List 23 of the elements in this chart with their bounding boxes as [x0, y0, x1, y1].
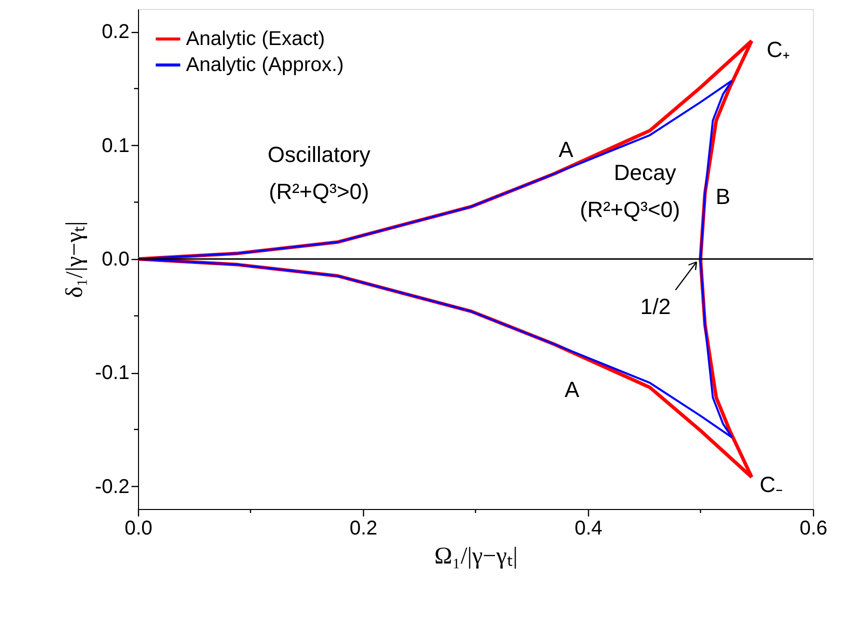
annotation: A	[558, 137, 574, 162]
annotation: B	[716, 184, 730, 209]
y-tick-label: -0.2	[95, 476, 130, 498]
x-tick-label: 0.4	[574, 518, 602, 540]
legend-label: Analytic (Exact)	[186, 28, 325, 50]
annotation: (R²+Q³>0)	[268, 179, 370, 204]
legend-label: Analytic (Approx.)	[186, 54, 344, 76]
annotation: Decay	[614, 160, 676, 185]
x-tick-label: 0.6	[800, 518, 828, 540]
annotation: 1/2	[640, 294, 671, 319]
annotation: (R²+Q³<0)	[580, 197, 680, 222]
y-tick-label: 0.1	[102, 134, 130, 157]
x-tick-label: 0.2	[350, 518, 378, 540]
annotation: A	[564, 377, 580, 402]
y-tick-label: -0.1	[95, 362, 130, 384]
y-tick-label: 0.2	[102, 21, 130, 44]
annotation: Oscillatory	[268, 142, 370, 167]
y-axis-title: δ₁/|γ−γₜ|	[62, 221, 88, 298]
y-tick-label: 0.0	[102, 248, 130, 270]
annotation: C₊	[766, 37, 790, 62]
x-tick-label: 0.0	[124, 518, 152, 540]
x-axis-title: Ω₁/|γ−γₜ|	[434, 544, 518, 570]
annotation: C₋	[760, 472, 782, 497]
